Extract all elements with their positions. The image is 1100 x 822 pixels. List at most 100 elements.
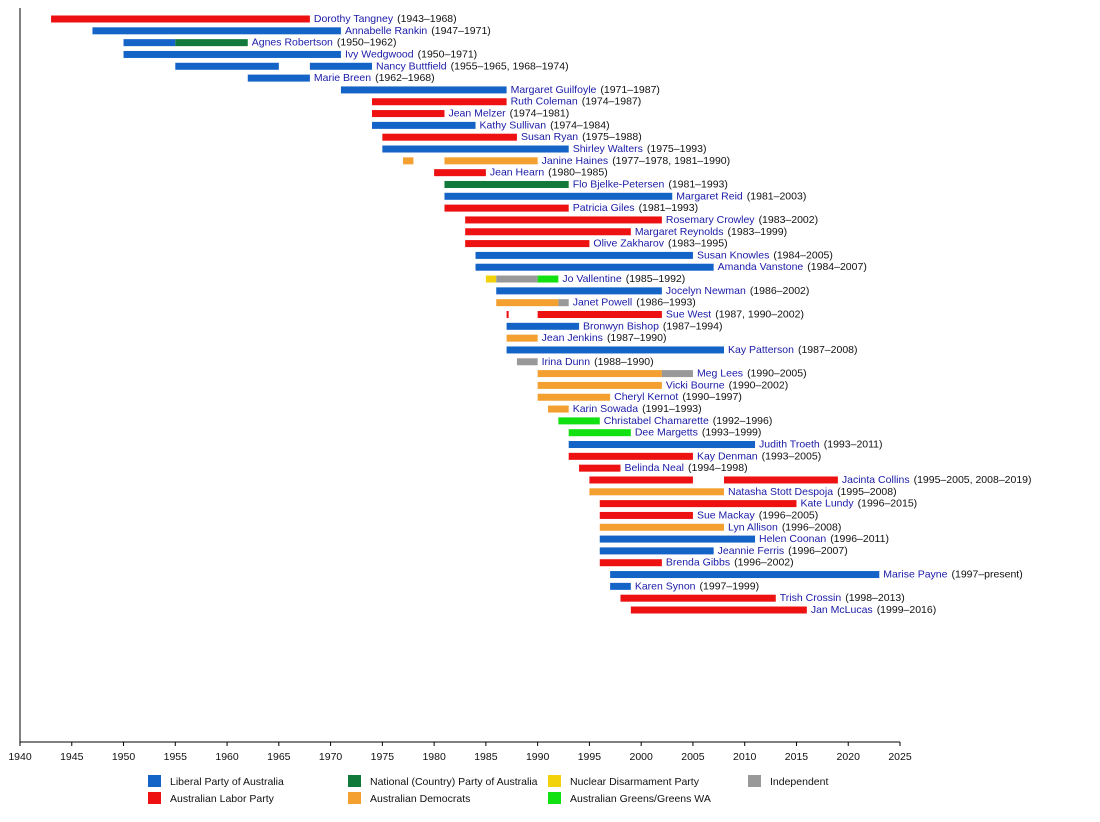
- senator-period: (1987–1994): [663, 320, 723, 332]
- senator-name: Ivy Wedgwood: [345, 48, 414, 60]
- senator-period: (1975–1993): [647, 143, 707, 155]
- senator-label: Vicki Bourne (1990–2002): [666, 379, 788, 391]
- senator-period: (1983–1999): [728, 226, 788, 238]
- senator-period: (1990–2002): [729, 379, 789, 391]
- senator-label: Belinda Neal (1994–1998): [624, 462, 747, 474]
- term-bar: [506, 322, 580, 330]
- term-bar: [506, 311, 509, 318]
- legend-swatch: [348, 775, 361, 787]
- term-bar: [599, 547, 714, 555]
- senator-period: (1993–2005): [762, 450, 822, 462]
- senator-period: (1986–2002): [750, 285, 810, 297]
- term-bar: [92, 27, 341, 35]
- senator-label: Bronwyn Bishop (1987–1994): [583, 320, 722, 332]
- senator-period: (1996–2011): [830, 533, 889, 545]
- senator-label: Natasha Stott Despoja (1995–2008): [728, 486, 897, 498]
- senator-name: Karin Sowada: [573, 403, 639, 415]
- term-bar: [599, 511, 693, 519]
- senator-period: (1990–1997): [682, 391, 742, 403]
- term-bar: [247, 74, 310, 82]
- term-bar: [309, 62, 372, 70]
- senator-name: Kathy Sullivan: [480, 119, 547, 131]
- senator-label: Kathy Sullivan (1974–1984): [480, 119, 610, 131]
- x-tick-label: 2010: [733, 751, 757, 763]
- senator-label: Nancy Buttfield (1955–1965, 1968–1974): [376, 60, 569, 72]
- senator-label: Trish Crossin (1998–2013): [780, 592, 905, 604]
- term-bar: [475, 251, 693, 259]
- x-tick-label: 1950: [112, 751, 136, 763]
- senator-label: Olive Zakharov (1983–1995): [593, 237, 727, 249]
- x-tick-label: 2015: [785, 751, 809, 763]
- term-bar: [516, 358, 538, 366]
- senator-period: (1993–1999): [702, 426, 762, 438]
- senator-label: Jacinta Collins (1995–2005, 2008–2019): [842, 474, 1032, 486]
- senator-name: Trish Crossin: [780, 592, 842, 604]
- term-bar: [496, 299, 559, 307]
- term-bar: [175, 39, 248, 47]
- term-bar: [372, 110, 445, 118]
- legend-label: Australian Labor Party: [170, 793, 275, 805]
- term-bar: [485, 275, 497, 283]
- senator-period: (1955–1965, 1968–1974): [451, 60, 569, 72]
- legend-label: Australian Greens/Greens WA: [570, 793, 711, 805]
- senator-period: (1974–1987): [582, 96, 642, 108]
- term-bar: [537, 311, 662, 318]
- senator-period: (1950–1962): [337, 36, 397, 48]
- senator-period: (1975–1988): [582, 131, 642, 143]
- term-bar: [444, 192, 673, 200]
- senator-label: Lyn Allison (1996–2008): [728, 521, 841, 533]
- senator-name: Nancy Buttfield: [376, 60, 447, 72]
- senator-name: Karen Synon: [635, 580, 696, 592]
- senator-period: (1994–1998): [688, 462, 748, 474]
- senator-period: (1980–1985): [548, 166, 608, 178]
- senator-label: Ivy Wedgwood (1950–1971): [345, 48, 477, 60]
- senator-label: Susan Ryan (1975–1988): [521, 131, 642, 143]
- senator-label: Margaret Reid (1981–2003): [676, 190, 806, 202]
- legend-label: Independent: [770, 776, 828, 788]
- senator-period: (1983–1995): [668, 237, 728, 249]
- senator-label: Jocelyn Newman (1986–2002): [666, 285, 810, 297]
- senator-period: (1971–1987): [600, 84, 660, 96]
- term-bar: [175, 62, 279, 70]
- senator-period: (1996–2008): [782, 521, 842, 533]
- senator-label: Susan Knowles (1984–2005): [697, 249, 833, 261]
- senator-name: Lyn Allison: [728, 521, 778, 533]
- senator-label: Agnes Robertson (1950–1962): [252, 36, 397, 48]
- senator-label: Jean Jenkins (1987–1990): [542, 332, 667, 344]
- senator-label: Brenda Gibbs (1996–2002): [666, 557, 794, 569]
- term-bar: [475, 263, 714, 271]
- senator-name: Margaret Guilfoyle: [511, 84, 597, 96]
- senator-name: Janet Powell: [573, 296, 633, 308]
- x-tick-label: 1960: [215, 751, 239, 763]
- senator-label: Marise Payne (1997–present): [883, 568, 1022, 580]
- senator-label: Karen Synon (1997–1999): [635, 580, 759, 592]
- senator-name: Jean Hearn: [490, 166, 544, 178]
- senator-name: Bronwyn Bishop: [583, 320, 659, 332]
- legend-swatch: [148, 775, 161, 787]
- senator-name: Judith Troeth: [759, 438, 820, 450]
- x-tick-label: 2005: [681, 751, 705, 763]
- senator-name: Sue West: [666, 308, 711, 320]
- term-bar: [630, 606, 807, 614]
- term-bar: [568, 452, 693, 460]
- senator-period: (1983–2002): [759, 214, 819, 226]
- senator-label: Annabelle Rankin (1947–1971): [345, 25, 491, 37]
- senator-name: Shirley Walters: [573, 143, 643, 155]
- senator-name: Jan McLucas: [811, 604, 873, 616]
- legend-swatch: [548, 792, 561, 804]
- x-tick-label: 1990: [526, 751, 550, 763]
- senator-period: (1987–1990): [607, 332, 667, 344]
- term-bar: [537, 370, 662, 378]
- senator-period: (1943–1968): [397, 13, 457, 25]
- term-bar: [444, 180, 569, 188]
- senator-label: Meg Lees (1990–2005): [697, 367, 807, 379]
- term-bar: [372, 121, 476, 129]
- senator-label: Amanda Vanstone (1984–2007): [718, 261, 867, 273]
- senator-period: (1995–2008): [837, 486, 897, 498]
- senator-label: Cheryl Kernot (1990–1997): [614, 391, 742, 403]
- senator-name: Christabel Chamarette: [604, 415, 709, 427]
- senator-label: Sue West (1987, 1990–2002): [666, 308, 804, 320]
- senator-name: Vicki Bourne: [666, 379, 725, 391]
- term-bar: [340, 86, 507, 94]
- term-bar: [465, 240, 590, 248]
